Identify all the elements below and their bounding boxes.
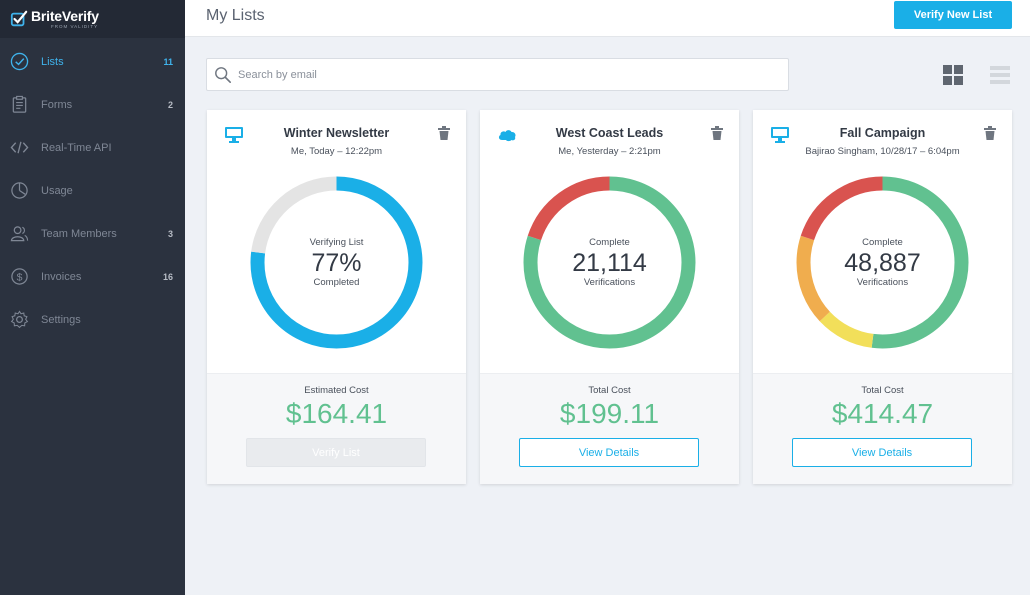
brand-tagline: FROM VALIDITY (51, 23, 99, 29)
top-header: My Lists Verify New List (185, 0, 1030, 37)
sidebar-item-real-time-api[interactable]: Real-Time API (0, 126, 185, 169)
results-donut (523, 176, 696, 349)
sidebar-item-label: Team Members (41, 227, 117, 240)
users-icon (10, 224, 29, 243)
donut-segment-3 (796, 176, 969, 349)
brand-check-icon (10, 10, 28, 27)
desktop-icon (225, 127, 243, 143)
card-footer: Total Cost $199.11 View Details (480, 373, 739, 484)
card-footer: Total Cost $414.47 View Details (753, 373, 1012, 484)
sidebar-item-usage[interactable]: Usage (0, 169, 185, 212)
check-circle-icon (10, 52, 29, 71)
sidebar-item-settings[interactable]: Settings (0, 298, 185, 341)
search-box (206, 58, 789, 91)
trash-icon[interactable] (984, 126, 996, 140)
page-title: My Lists (206, 7, 265, 24)
list-view-icon[interactable] (989, 64, 1011, 86)
card-meta: Me, Today – 12:22pm (290, 146, 383, 157)
status-sub: Completed (313, 277, 360, 288)
brand-name: BriteVerify (31, 7, 99, 24)
sidebar-item-count: 16 (162, 271, 173, 282)
sidebar: BriteVerify FROM VALIDITY Lists 11 Forms… (0, 0, 185, 595)
cost-label: Estimated Cost (304, 385, 369, 396)
search-input[interactable] (238, 65, 778, 85)
status-sub: Verifications (856, 277, 909, 288)
svg-text:$: $ (17, 272, 23, 283)
sidebar-item-invoices[interactable]: $ Invoices 16 (0, 255, 185, 298)
status-value: 21,114 (572, 249, 647, 277)
verify-new-list-button[interactable]: Verify New List (894, 1, 1012, 29)
clipboard-icon (10, 95, 29, 114)
cost-value: $164.41 (285, 398, 388, 429)
status-label: Complete (589, 237, 630, 248)
progress-donut (250, 176, 423, 349)
status-sub: Verifications (583, 277, 636, 288)
results-donut (796, 176, 969, 349)
cost-value: $199.11 (559, 398, 660, 429)
status-label: Verifying List (309, 237, 364, 248)
dollar-icon: $ (10, 267, 29, 286)
cost-label: Total Cost (861, 385, 904, 396)
sidebar-item-forms[interactable]: Forms 2 (0, 83, 185, 126)
verify-list-button[interactable]: Verify List (246, 438, 426, 467)
sidebar-item-label: Usage (41, 184, 73, 197)
sidebar-item-label: Invoices (41, 270, 82, 283)
view-details-button[interactable]: View Details (519, 438, 699, 467)
desktop-icon (771, 127, 789, 143)
cost-label: Total Cost (588, 385, 631, 396)
card-header: West Coast Leads Me, Yesterday – 2:21pm … (480, 110, 739, 373)
status-label: Complete (862, 237, 903, 248)
brand-logo[interactable]: BriteVerify FROM VALIDITY (0, 0, 185, 38)
view-details-button[interactable]: View Details (792, 438, 972, 467)
card-header: Winter Newsletter Me, Today – 12:22pm Ve… (207, 110, 466, 373)
card-meta: Bajirao Singham, 10/28/17 – 6:04pm (805, 146, 960, 157)
sidebar-nav: Lists 11 Forms 2 Real-Time API (0, 40, 185, 341)
list-card-fall-campaign[interactable]: Fall Campaign Bajirao Singham, 10/28/17 … (753, 110, 1012, 484)
sidebar-item-label: Lists (41, 55, 64, 68)
status-value: 48,887 (844, 249, 921, 277)
card-title: Winter Newsletter (283, 126, 390, 140)
code-icon (10, 138, 29, 157)
sidebar-item-count: 11 (163, 56, 173, 67)
card-header: Fall Campaign Bajirao Singham, 10/28/17 … (753, 110, 1012, 373)
sidebar-item-label: Settings (41, 313, 81, 326)
sidebar-item-count: 3 (167, 228, 173, 239)
card-footer: Estimated Cost $164.41 Verify List (207, 373, 466, 484)
grid-view-icon[interactable] (942, 64, 964, 86)
card-meta: Me, Yesterday – 2:21pm (558, 146, 661, 157)
card-title: Fall Campaign (839, 126, 926, 140)
gear-icon (10, 310, 29, 329)
cost-value: $414.47 (831, 398, 934, 429)
list-card-winter-newsletter[interactable]: Winter Newsletter Me, Today – 12:22pm Ve… (207, 110, 466, 484)
donut-center: Verifying List 77% Completed (249, 175, 424, 350)
salesforce-cloud-icon (498, 130, 516, 142)
sidebar-item-count: 2 (167, 99, 173, 110)
donut-segment-2 (796, 176, 969, 349)
sidebar-item-team-members[interactable]: Team Members 3 (0, 212, 185, 255)
donut-center: Complete 48,887 Verifications (795, 175, 970, 350)
donut-center: Complete 21,114 Verifications (522, 175, 697, 350)
donut-segment-1 (250, 176, 423, 349)
card-title: West Coast Leads (555, 126, 664, 140)
sidebar-item-label: Forms (41, 98, 73, 111)
pie-chart-icon (10, 181, 29, 200)
trash-icon[interactable] (438, 126, 450, 140)
sidebar-item-label: Real-Time API (41, 141, 112, 154)
donut-segment-1 (523, 176, 696, 349)
trash-icon[interactable] (711, 126, 723, 140)
status-value: 77% (311, 249, 362, 277)
list-card-west-coast-leads[interactable]: West Coast Leads Me, Yesterday – 2:21pm … (480, 110, 739, 484)
search-icon (215, 67, 232, 84)
sidebar-item-lists[interactable]: Lists 11 (0, 40, 185, 83)
